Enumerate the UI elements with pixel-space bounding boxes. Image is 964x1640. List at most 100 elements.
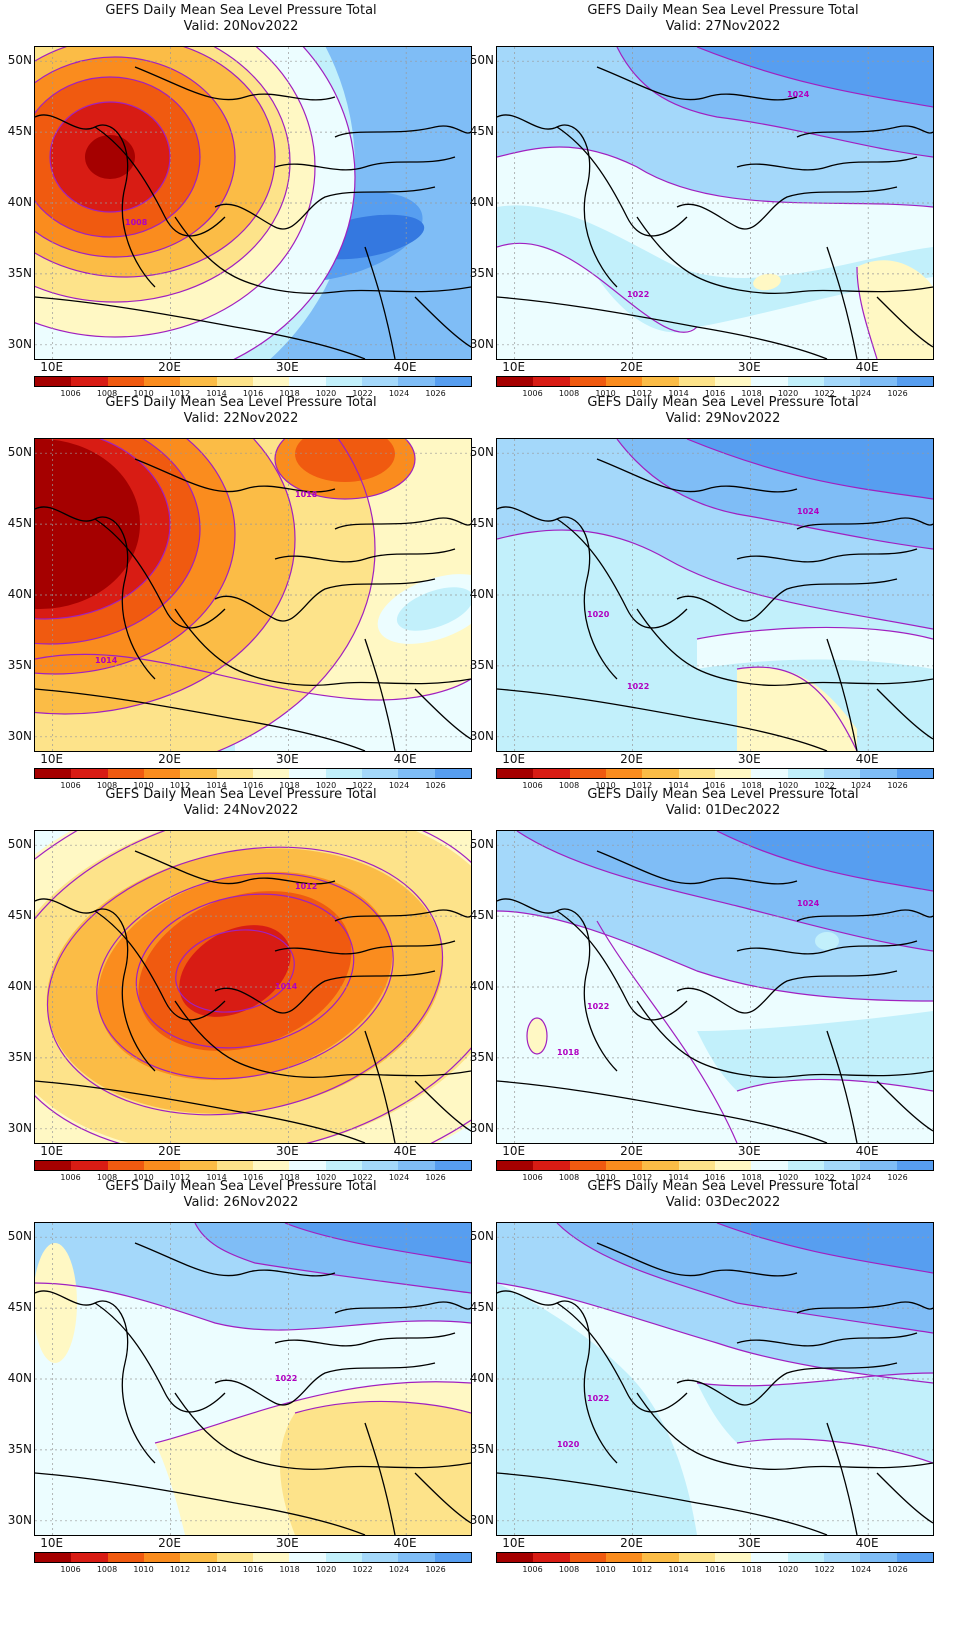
colorbar-label: 1024 — [850, 389, 872, 398]
colorbar-swatch — [434, 377, 471, 386]
colorbar-label: 1006 — [60, 781, 81, 790]
colorbar-swatch — [896, 1161, 933, 1170]
panel-title-main: GEFS Daily Mean Sea Level Pressure Total — [105, 1179, 377, 1194]
panel-title-main: GEFS Daily Mean Sea Level Pressure Total — [587, 3, 859, 18]
colorbar-label: 1014 — [206, 1565, 227, 1574]
lat-tick-label: 40N — [7, 1371, 32, 1385]
colorbar-label: 1008 — [558, 389, 580, 398]
colorbar-swatch — [714, 1553, 752, 1562]
lon-tick-label: 20E — [158, 360, 181, 374]
colorbar-label: 1014 — [668, 781, 689, 790]
graticule — [497, 47, 933, 359]
contour-label: 1022 — [627, 290, 649, 299]
colorbar-swatch — [107, 769, 144, 778]
colorbar-label: 1018 — [279, 389, 300, 398]
colorbar-swatch — [642, 769, 679, 778]
pressure-contours — [35, 47, 471, 359]
lon-tick-label: 30E — [275, 360, 299, 374]
lon-tick-label: 20E — [620, 360, 643, 374]
colorbar-swatch — [325, 1161, 362, 1170]
colorbar-swatch — [787, 1161, 824, 1170]
lat-tick-label: 35N — [7, 1441, 32, 1456]
colorbar-swatch — [533, 769, 570, 778]
colorbar — [34, 1552, 472, 1563]
panel-title-main: GEFS Daily Mean Sea Level Pressure Total — [105, 395, 377, 410]
colorbar-swatch — [787, 1553, 824, 1562]
contour-label: 1020 — [587, 610, 610, 619]
colorbar-label: 1008 — [96, 1565, 118, 1574]
colorbar-label: 1018 — [741, 1173, 762, 1182]
colorbar-swatch — [823, 377, 861, 386]
lon-tick-label: 10E — [502, 1536, 526, 1550]
panel-valid-date: Valid: 22Nov2022 — [183, 411, 299, 426]
lon-tick-label: 10E — [40, 1144, 64, 1158]
panel-valid-date: Valid: 26Nov2022 — [183, 1195, 299, 1210]
colorbar-label: 1018 — [279, 1173, 300, 1182]
colorbar-swatch — [860, 1161, 897, 1170]
colorbar-swatch — [678, 1161, 715, 1170]
colorbar-swatch — [823, 1553, 861, 1562]
pressure-contours — [497, 439, 933, 751]
colorbar-label: 1010 — [133, 389, 154, 398]
colorbar-swatch — [216, 1553, 253, 1562]
colorbar-label: 1008 — [558, 781, 580, 790]
colorbar-swatch — [143, 1161, 181, 1170]
colorbar-swatch — [35, 1553, 72, 1562]
lon-tick-label: 20E — [620, 752, 643, 766]
colorbar-label: 1022 — [352, 781, 373, 790]
colorbar-swatch — [605, 377, 643, 386]
colorbar-swatch — [605, 1553, 643, 1562]
colorbar-label: 1008 — [96, 389, 118, 398]
colorbar-label: 1016 — [704, 389, 726, 398]
colorbar-label: 1024 — [850, 1173, 872, 1182]
lat-tick-label: 35N — [469, 657, 494, 672]
colorbar-swatch — [860, 377, 897, 386]
lat-tick-label: 50N — [7, 445, 32, 460]
colorbar-label: 1010 — [595, 389, 616, 398]
colorbar-swatch — [398, 1553, 435, 1562]
lon-tick-label: 30E — [275, 752, 299, 766]
panel-title: GEFS Daily Mean Sea Level Pressure Total… — [0, 1179, 482, 1211]
lat-tick-label: 30N — [7, 1120, 32, 1135]
colorbar-label: 1006 — [60, 1173, 81, 1182]
colorbar-label: 1026 — [887, 1565, 908, 1574]
lat-tick-label: 35N — [469, 1049, 494, 1064]
colorbar-swatch — [216, 377, 253, 386]
lon-tick-label: 40E — [855, 360, 879, 374]
colorbar-swatch — [180, 1161, 217, 1170]
colorbar-label: 1012 — [169, 1565, 191, 1574]
lon-tick-label: 30E — [737, 1144, 761, 1158]
colorbar-label: 1006 — [60, 1565, 81, 1574]
colorbar-swatch — [180, 1553, 217, 1562]
colorbar-swatch — [107, 1161, 144, 1170]
colorbar-swatch — [143, 1553, 181, 1562]
colorbar-label: 1016 — [242, 1173, 264, 1182]
coastlines — [35, 1242, 471, 1535]
lat-tick-label: 30N — [7, 728, 32, 743]
pressure-map: 1024 1022 — [496, 46, 934, 360]
colorbar — [34, 1160, 472, 1171]
coastlines — [35, 458, 471, 751]
colorbar-label: 1016 — [242, 389, 264, 398]
lat-tick-label: 30N — [469, 728, 494, 743]
colorbar-swatch — [325, 377, 362, 386]
lat-tick-label: 35N — [7, 657, 32, 672]
lat-tick-label: 45N — [7, 908, 32, 923]
colorbar-label: 1006 — [522, 389, 543, 398]
contour-label: 1008 — [125, 218, 148, 227]
lat-tick-label: 45N — [7, 516, 32, 531]
colorbar-swatch — [678, 769, 715, 778]
lat-tick-label: 45N — [7, 1300, 32, 1315]
colorbar-swatch — [569, 1161, 606, 1170]
lat-tick-label: 50N — [7, 837, 32, 852]
lat-tick-label: 40N — [7, 587, 32, 601]
lon-tick-label: 20E — [158, 1536, 181, 1550]
graticule — [497, 1223, 933, 1535]
map-panel: GEFS Daily Mean Sea Level Pressure Total… — [0, 0, 482, 410]
colorbar-label: 1010 — [133, 781, 154, 790]
coastlines — [497, 1242, 933, 1535]
colorbar-swatch — [533, 377, 570, 386]
lon-tick-label: 20E — [158, 752, 181, 766]
colorbar-label: 1020 — [777, 781, 799, 790]
colorbar-label: 1024 — [388, 389, 410, 398]
